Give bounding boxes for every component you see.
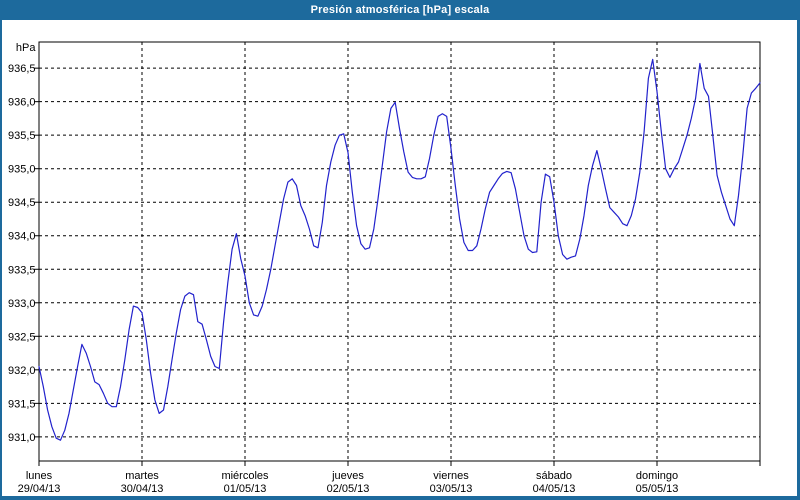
window-border-right [797,0,800,500]
day-label: jueves [331,470,364,482]
day-label: domingo [636,470,678,482]
day-date-label: 01/05/13 [224,483,267,495]
day-date-label: 30/04/13 [121,483,164,495]
y-tick-label: 933,0 [8,298,36,310]
y-tick-label: 936,0 [8,97,36,109]
window-border-left [0,0,2,500]
y-tick-label: 935,0 [8,164,36,176]
plot-border [38,41,761,462]
y-tick-label: 931,0 [8,432,36,444]
day-label: viernes [433,470,469,482]
window-border-bottom [0,496,800,500]
y-tick-label: 931,5 [8,398,36,410]
day-date-label: 02/05/13 [327,483,370,495]
day-label: miércoles [221,470,269,482]
y-tick-label: 933,5 [8,264,36,276]
day-date-label: 04/05/13 [533,483,576,495]
y-axis-unit-label: hPa [16,42,36,54]
y-tick-label: 932,0 [8,365,36,377]
y-tick-label: 934,5 [8,197,36,209]
day-date-label: 29/04/13 [18,483,61,495]
day-label: lunes [26,470,53,482]
y-tick-label: 936,5 [8,63,36,75]
y-tick-label: 935,5 [8,130,36,142]
day-date-label: 05/05/13 [636,483,679,495]
y-tick-label: 932,5 [8,331,36,343]
chart-title: Presión atmosférica [hPa] escala [310,4,490,16]
y-tick-label: 934,0 [8,231,36,243]
chart-title-bar: Presión atmosférica [hPa] escala [0,0,800,20]
day-label: martes [125,470,159,482]
day-date-label: 03/05/13 [430,483,473,495]
day-label: sábado [536,470,572,482]
pressure-line [38,58,761,441]
